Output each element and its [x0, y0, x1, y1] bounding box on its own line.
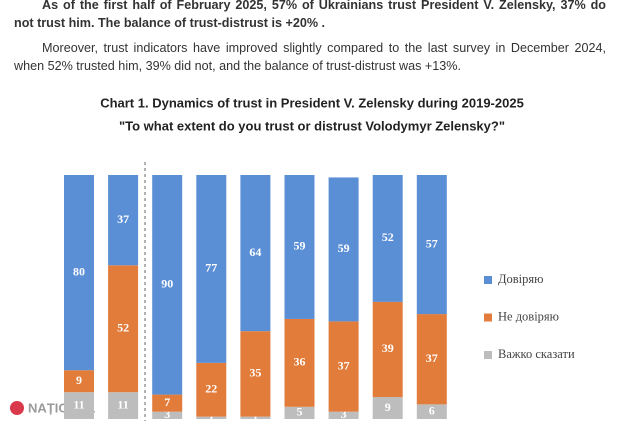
bar-segment — [328, 411, 359, 419]
data-label: 80 — [73, 264, 85, 278]
data-label: 52 — [382, 230, 394, 244]
bar-segment — [416, 175, 447, 315]
data-label: 59 — [294, 239, 306, 253]
bar-segment — [284, 406, 315, 419]
bar-segment — [152, 411, 183, 419]
intro-bold: As of the first half of February 2025, 5… — [14, 0, 606, 30]
data-label: 35 — [249, 366, 261, 380]
bar-segment — [108, 392, 139, 419]
bar-segment — [64, 392, 94, 419]
data-label: 39 — [382, 341, 394, 355]
data-label: 6 — [429, 403, 435, 417]
data-label: 59 — [338, 241, 350, 255]
bar-segment — [284, 175, 315, 319]
bar-segment — [196, 416, 227, 419]
data-label: 3 — [164, 407, 170, 421]
chart-subtitle: "To what extent do you trust or distrust… — [119, 118, 505, 133]
data-label: 22 — [205, 381, 217, 395]
legend-label: Не довіряю — [498, 309, 559, 323]
bar-segment — [416, 404, 447, 419]
bar-segment — [240, 175, 271, 332]
watermark-logo — [10, 401, 24, 415]
data-label: 37 — [426, 351, 438, 365]
bar-segment — [328, 321, 359, 412]
bar-segment — [152, 394, 183, 412]
chart-title: Chart 1. Dynamics of trust in President … — [100, 95, 524, 110]
bar-segment — [372, 175, 403, 302]
data-label: 9 — [385, 400, 391, 414]
bar-segment — [416, 314, 447, 405]
data-label: 37 — [338, 358, 350, 372]
data-label: 11 — [117, 397, 128, 411]
legend-swatch — [484, 313, 492, 322]
intro-text: Moreover, trust indicators have improved… — [14, 41, 606, 73]
data-label: 11 — [73, 397, 84, 411]
bar-segment — [108, 265, 139, 393]
data-label: 5 — [297, 405, 303, 419]
data-label: 3 — [341, 407, 347, 421]
bar-segment — [240, 416, 271, 419]
legend-swatch — [484, 276, 492, 284]
bar-segment — [284, 318, 315, 407]
bar-segment — [108, 175, 139, 266]
bar-segment — [372, 301, 403, 398]
data-label: 57 — [426, 236, 438, 250]
legend-swatch — [484, 351, 492, 359]
data-label: 52 — [117, 320, 129, 334]
data-label: 7 — [164, 395, 170, 409]
bar-segment — [196, 175, 227, 363]
data-label: 90 — [161, 277, 173, 291]
data-label: 9 — [76, 373, 82, 387]
bar-segment — [64, 370, 94, 393]
data-label: 36 — [294, 355, 306, 369]
legend-label: Важко сказати — [498, 347, 575, 361]
bar-segment — [152, 175, 183, 395]
legend-label: Довіряю — [498, 272, 544, 286]
bar-segment — [64, 175, 94, 371]
bar-segment — [240, 331, 271, 417]
data-label: 37 — [117, 212, 129, 226]
data-label: 64 — [249, 245, 261, 259]
data-label: 77 — [205, 261, 217, 275]
bar-segment — [372, 397, 403, 419]
bar-segment — [196, 362, 227, 417]
bar-segment — [328, 177, 359, 322]
